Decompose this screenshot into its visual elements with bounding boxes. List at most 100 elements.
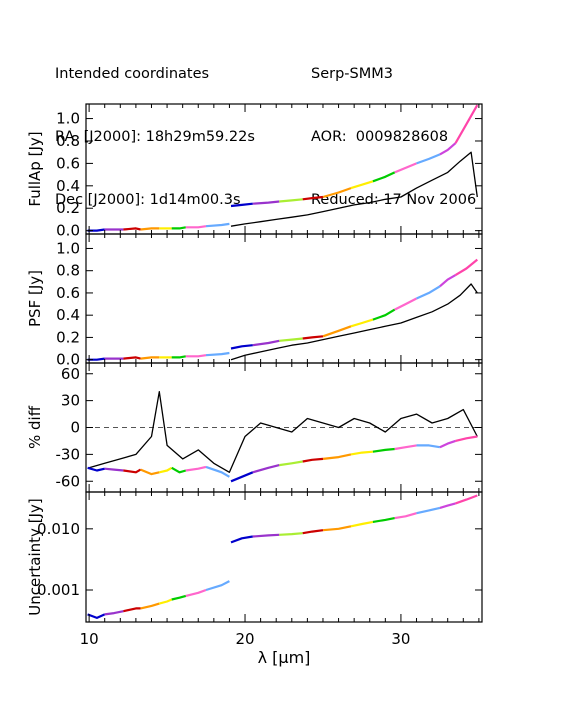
series-line-9 [230,535,253,544]
series-line-7 [171,226,186,230]
series-line-4 [123,356,141,360]
y-axis-label: PSF [Jy] [26,270,44,327]
series-line-1 [230,151,478,227]
series-line-15 [350,180,374,190]
y-axis-label: FullAp [Jy] [26,131,44,206]
series-line-12 [302,529,324,535]
header-ra: RA [J2000]: 18h29m59.22s [55,129,255,145]
series-line-2 [87,466,105,472]
series-line-17 [394,297,418,311]
series-line-15 [372,517,395,523]
series-line-13 [322,525,352,532]
series-line-14 [322,453,352,460]
series-line-6 [159,466,173,474]
series-line-8 [185,354,207,358]
series-line-4 [123,468,142,474]
y-tick-label: 0.010 [37,520,80,538]
series-line-19 [439,142,457,156]
y-tick-label: 0.4 [56,306,80,324]
series-line-20 [455,435,478,442]
header-title: Intended coordinates [55,66,210,82]
y-tick-label: -60 [56,472,81,490]
y-tick-label: 0.4 [56,177,80,195]
y-tick-label: 0.6 [56,154,80,172]
series-line-7 [171,466,187,474]
y-tick-label: 0.0 [56,222,80,240]
series-line-4 [140,602,160,610]
panel-2: 0.0 0.2 0.4 0.6 0.8 1.0 PSF [Jy] [26,233,483,369]
series-line-10 [230,471,254,483]
y-tick-label: 1.0 [56,239,80,257]
y-tick-label: 0.8 [56,132,80,150]
header-dec: Dec [J2000]: 1d14m00.3s [55,192,241,208]
series-line-10 [252,533,280,538]
series-line-1 [88,391,478,473]
series-line-13 [302,195,324,201]
y-tick-label: 0.2 [56,199,80,217]
series-line-4 [123,227,141,231]
y-tick-label: 1.0 [56,110,80,128]
series-line-11 [279,532,303,536]
series-line-13 [302,335,324,340]
y-tick-label: 0.6 [56,284,80,302]
series-line-11 [252,339,280,347]
series-line-8 [205,580,230,592]
series-line-3 [104,467,124,472]
y-axis-label: Uncertainty [Jy] [26,498,44,615]
y-tick-label: -30 [56,445,81,463]
series-line-20 [454,104,479,144]
series-line-3 [123,607,141,613]
series-line-8 [185,225,207,229]
series-line-11 [252,200,280,205]
series-line-19 [439,439,456,449]
x-tick-label: 30 [391,630,410,648]
series-line-14 [322,325,352,338]
series-line-7 [171,355,186,359]
series-line-13 [302,457,324,463]
series-line-17 [416,506,441,515]
series-line-15 [350,318,374,328]
series-line-10 [230,202,253,208]
series-line-5 [159,598,173,605]
y-tick-label: 0.001 [37,581,80,599]
series-line-14 [350,520,374,528]
series-line-2 [104,610,124,616]
y-tick-label: 0.8 [56,262,80,280]
series-line-18 [416,444,441,449]
series-line-9 [205,222,230,228]
series-line-7 [185,588,207,597]
series-line-9 [205,351,230,357]
x-tick-label: 10 [80,630,99,648]
series-line-19 [455,494,478,505]
panel-3: 60 30 0 -30 -60 % diff [26,362,483,493]
series-line-5 [140,468,160,476]
header-right: Serp-SMM3 AOR: 0009828608 Reduced: 17 No… [311,22,476,232]
panel-frame [85,233,483,364]
series-line-16 [372,447,395,453]
series-line-11 [252,464,280,474]
series-line-18 [416,285,441,300]
y-tick-label: 0.0 [56,351,80,369]
series-line-6 [171,594,187,601]
header-left: Intended coordinates RA [J2000]: 18h29m5… [55,22,255,232]
x-axis-label: λ [μm] [258,648,311,667]
series-line-18 [416,153,441,165]
y-tick-label: 30 [61,392,80,410]
y-axis-label: % diff [26,405,44,449]
series-line-5 [140,356,160,360]
series-line-1 [230,283,478,361]
y-tick-label: 0.2 [56,328,80,346]
series-line-16 [372,308,396,321]
y-tick-label: 0 [70,419,80,437]
series-line-19 [439,274,457,288]
series-line-20 [454,258,478,277]
panel-1: 0.0 0.2 0.4 0.6 0.8 1.0 FullAp [Jy] [26,103,483,240]
series-line-12 [279,460,303,467]
series-line-16 [372,171,396,183]
header-target: Serp-SMM3 [311,66,393,82]
series-line-17 [394,162,417,174]
series-line-17 [394,444,417,451]
series-line-5 [140,227,160,231]
series-line-10 [230,344,253,350]
